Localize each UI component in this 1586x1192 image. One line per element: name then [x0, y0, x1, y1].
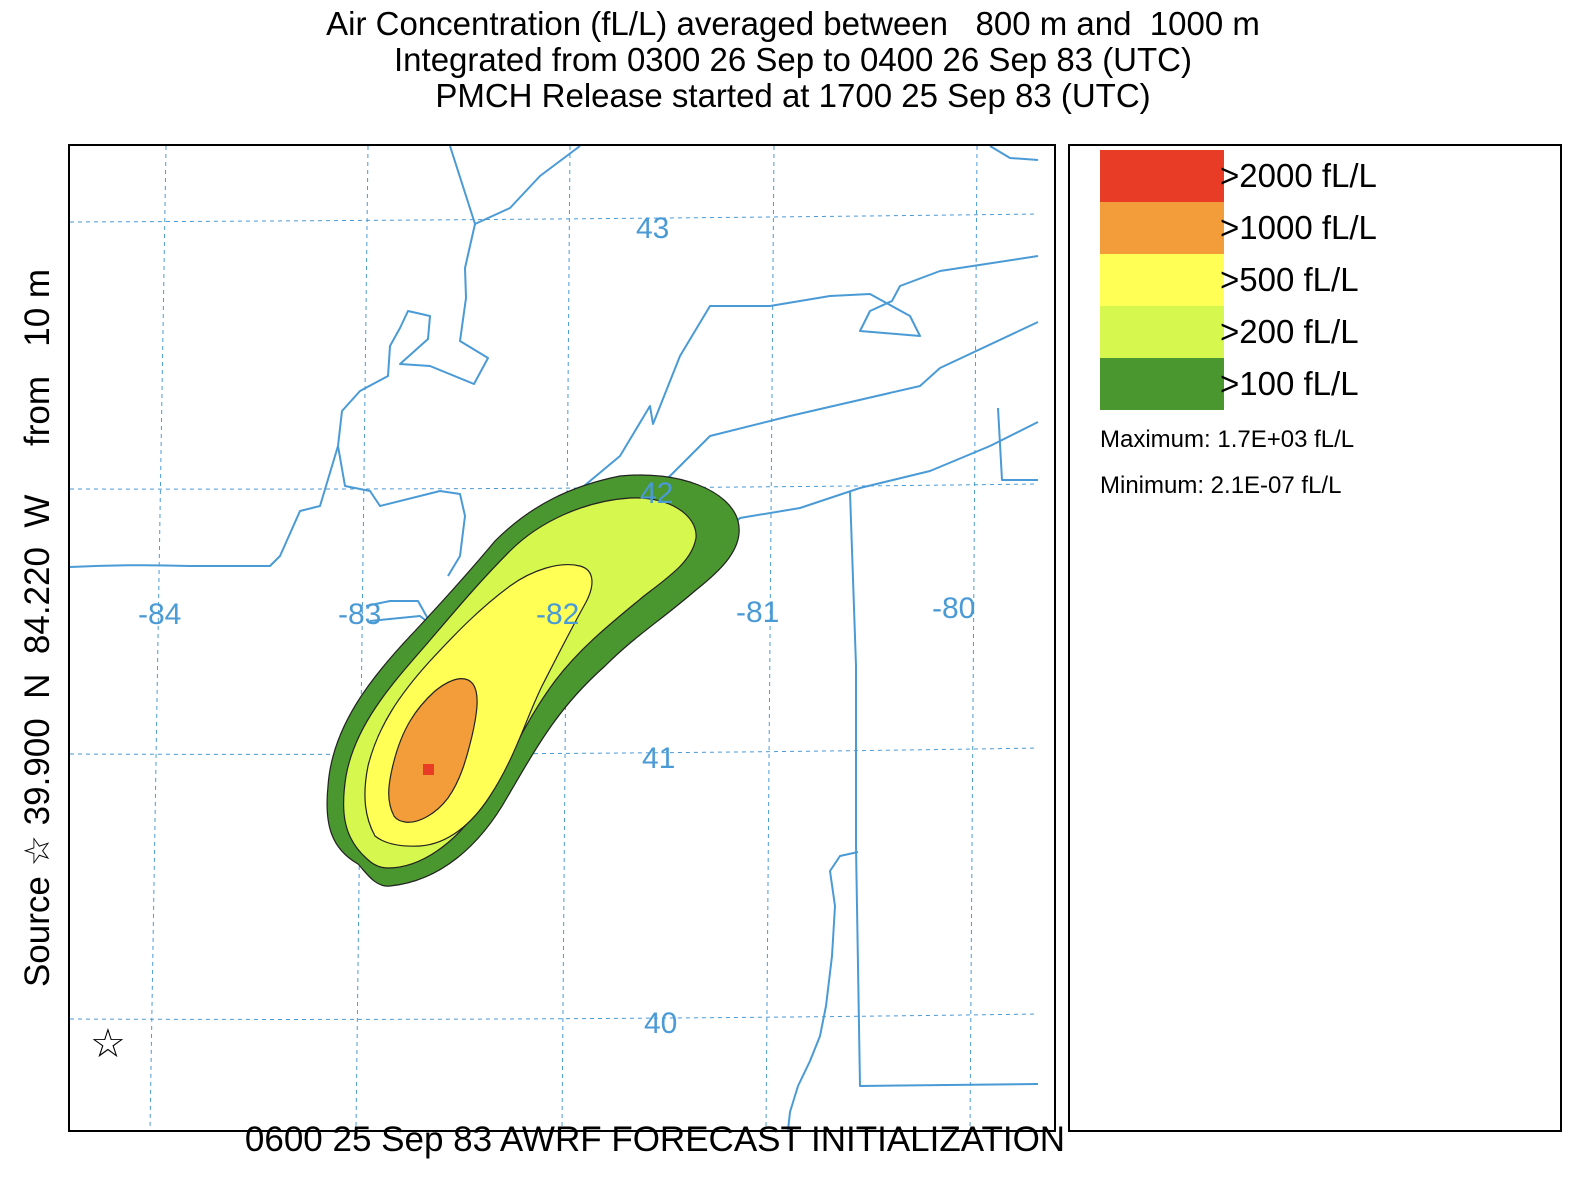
concentration-plume [326, 474, 740, 887]
legend-item-200: >200 fL/L [1100, 306, 1560, 358]
longitude-label-80: -80 [932, 592, 975, 625]
longitude-label-84: -84 [138, 598, 181, 631]
latitude-label-41: 41 [642, 742, 675, 775]
pennsylvania-border [849, 491, 1039, 1087]
latitude-label-43: 43 [636, 212, 669, 245]
source-location-text: Source ☆ 39.900 N 84.220 W from 10 m [18, 268, 57, 988]
longitude-line-84 [149, 146, 167, 1130]
legend-item-500: >500 fL/L [1100, 254, 1560, 306]
longitude-line-81 [765, 146, 775, 1130]
latitude-line-43 [70, 213, 1039, 223]
longitude-line-83 [355, 146, 369, 1130]
michigan-ohio-border [70, 445, 339, 568]
concentration-map: 43 42 41 40 -84 -83 -82 -81 -80 [70, 146, 1039, 1130]
maximum-value: Maximum: 1.7E+03 fL/L [1100, 426, 1355, 453]
longitude-label-81: -81 [736, 596, 779, 629]
grid-labels: 43 42 41 40 -84 -83 -82 -81 -80 [138, 212, 975, 1040]
lake-huron-east-shore [474, 146, 581, 225]
legend-label-1000: >1000 fL/L [1220, 209, 1377, 246]
legend-swatch-1000 [1100, 202, 1224, 254]
plot-title: Air Concentration (fL/L) averaged betwee… [0, 6, 1586, 114]
title-line-1: Air Concentration (fL/L) averaged betwee… [326, 5, 1260, 42]
pennsylvania-ny-border [997, 407, 1038, 481]
longitude-label-82: -82 [536, 598, 579, 631]
legend-item-2000: >2000 fL/L [1100, 150, 1560, 202]
longitude-line-80 [969, 146, 978, 1130]
legend-swatch-2000 [1100, 150, 1224, 202]
legend-swatch-100 [1100, 358, 1224, 410]
latitude-line-42 [70, 483, 1039, 490]
lake-huron-shoreline [337, 146, 489, 577]
legend-panel: >2000 fL/L >1000 fL/L >500 fL/L >200 fL/… [1068, 144, 1562, 1132]
legend-label-500: >500 fL/L [1220, 261, 1359, 298]
forecast-initialization-label: 0600 25 Sep 83 AWRF FORECAST INITIALIZAT… [244, 1120, 1066, 1159]
legend-item-1000: >1000 fL/L [1100, 202, 1560, 254]
contour-1000 [388, 678, 478, 823]
longitude-label-83: -83 [338, 598, 381, 631]
ohio-river [787, 851, 859, 1130]
latitude-label-42: 42 [640, 477, 673, 510]
maximum-marker [423, 764, 434, 775]
latitude-label-40: 40 [644, 1007, 677, 1040]
map-panel: 43 42 41 40 -84 -83 -82 -81 -80 [68, 144, 1056, 1132]
star-icon: ☆ [90, 1022, 126, 1066]
map-boundaries [70, 146, 1039, 1130]
legend-item-100: >100 fL/L [1100, 358, 1560, 410]
latitude-line-41 [70, 747, 1039, 755]
legend-swatch-500 [1100, 254, 1224, 306]
latitude-line-40 [70, 1013, 1039, 1020]
legend-label-200: >200 fL/L [1220, 313, 1359, 350]
legend-label-2000: >2000 fL/L [1220, 157, 1377, 194]
map-grid [70, 146, 1039, 1130]
minimum-value: Minimum: 2.1E-07 fL/L [1100, 472, 1342, 499]
ontario-shore [989, 146, 1039, 161]
title-line-3: PMCH Release started at 1700 25 Sep 83 (… [435, 77, 1151, 114]
title-line-2: Integrated from 0300 26 Sep to 0400 26 S… [394, 41, 1192, 78]
legend-swatch-200 [1100, 306, 1224, 358]
legend-label-100: >100 fL/L [1220, 365, 1359, 402]
